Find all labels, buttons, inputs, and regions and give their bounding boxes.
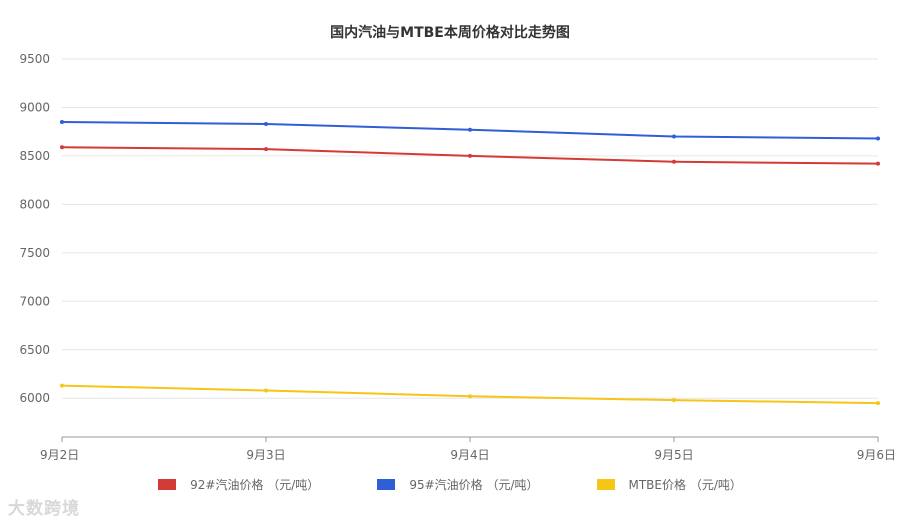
x-tick-label: 9月2日	[40, 448, 79, 462]
data-point[interactable]	[672, 159, 676, 164]
axes: 6000 6500 7000 7500 8000 8500 9000 9500 9月2日 9月3日…	[19, 52, 896, 462]
y-tick-label: 8000	[19, 197, 50, 211]
legend-label-95: 95#汽油价格 （元/吨）	[409, 478, 539, 492]
y-tick-label: 7000	[19, 294, 50, 308]
y-tick-label: 9500	[19, 52, 50, 66]
y-tick-label: 7500	[19, 246, 50, 260]
x-tick-label: 9月5日	[654, 448, 693, 462]
legend-item-mtbe[interactable]: MTBE价格 （元/吨）	[596, 476, 742, 493]
data-point[interactable]	[468, 127, 472, 132]
data-point[interactable]	[264, 147, 268, 152]
data-point[interactable]	[876, 136, 880, 141]
legend: 92#汽油价格 （元/吨） 95#汽油价格 （元/吨） MTBE价格 （元/吨）	[0, 476, 900, 493]
y-tick-label: 6500	[19, 343, 50, 357]
gridlines	[62, 58, 878, 399]
data-point[interactable]	[468, 394, 472, 399]
legend-label-92: 92#汽油价格 （元/吨）	[190, 478, 320, 492]
data-point[interactable]	[264, 121, 268, 126]
data-point[interactable]	[672, 398, 676, 403]
data-point[interactable]	[672, 134, 676, 139]
x-tick-label: 9月3日	[246, 448, 285, 462]
chart-title: 国内汽油与MTBE本周价格对比走势图	[330, 25, 570, 41]
data-point[interactable]	[60, 145, 64, 150]
data-point[interactable]	[60, 383, 64, 388]
data-point[interactable]	[60, 120, 64, 124]
legend-swatch-mtbe	[596, 479, 615, 490]
y-tick-label: 9000	[19, 100, 50, 114]
legend-swatch-92	[158, 479, 177, 490]
x-tick-label: 9月4日	[450, 448, 489, 462]
y-tick-label: 8500	[19, 149, 50, 163]
data-point[interactable]	[264, 388, 268, 393]
data-point[interactable]	[876, 161, 880, 166]
x-tick-label: 9月6日	[857, 448, 896, 462]
legend-label-mtbe: MTBE价格 （元/吨）	[628, 478, 742, 492]
series-lines	[60, 120, 880, 406]
data-point[interactable]	[468, 153, 472, 158]
legend-item-92[interactable]: 92#汽油价格 （元/吨）	[158, 476, 319, 493]
data-point[interactable]	[876, 401, 880, 406]
legend-item-95[interactable]: 95#汽油价格 （元/吨）	[377, 476, 539, 493]
legend-swatch-95	[377, 479, 396, 490]
watermark-logo: 大数跨境	[8, 499, 80, 519]
y-tick-label: 6000	[19, 391, 50, 405]
